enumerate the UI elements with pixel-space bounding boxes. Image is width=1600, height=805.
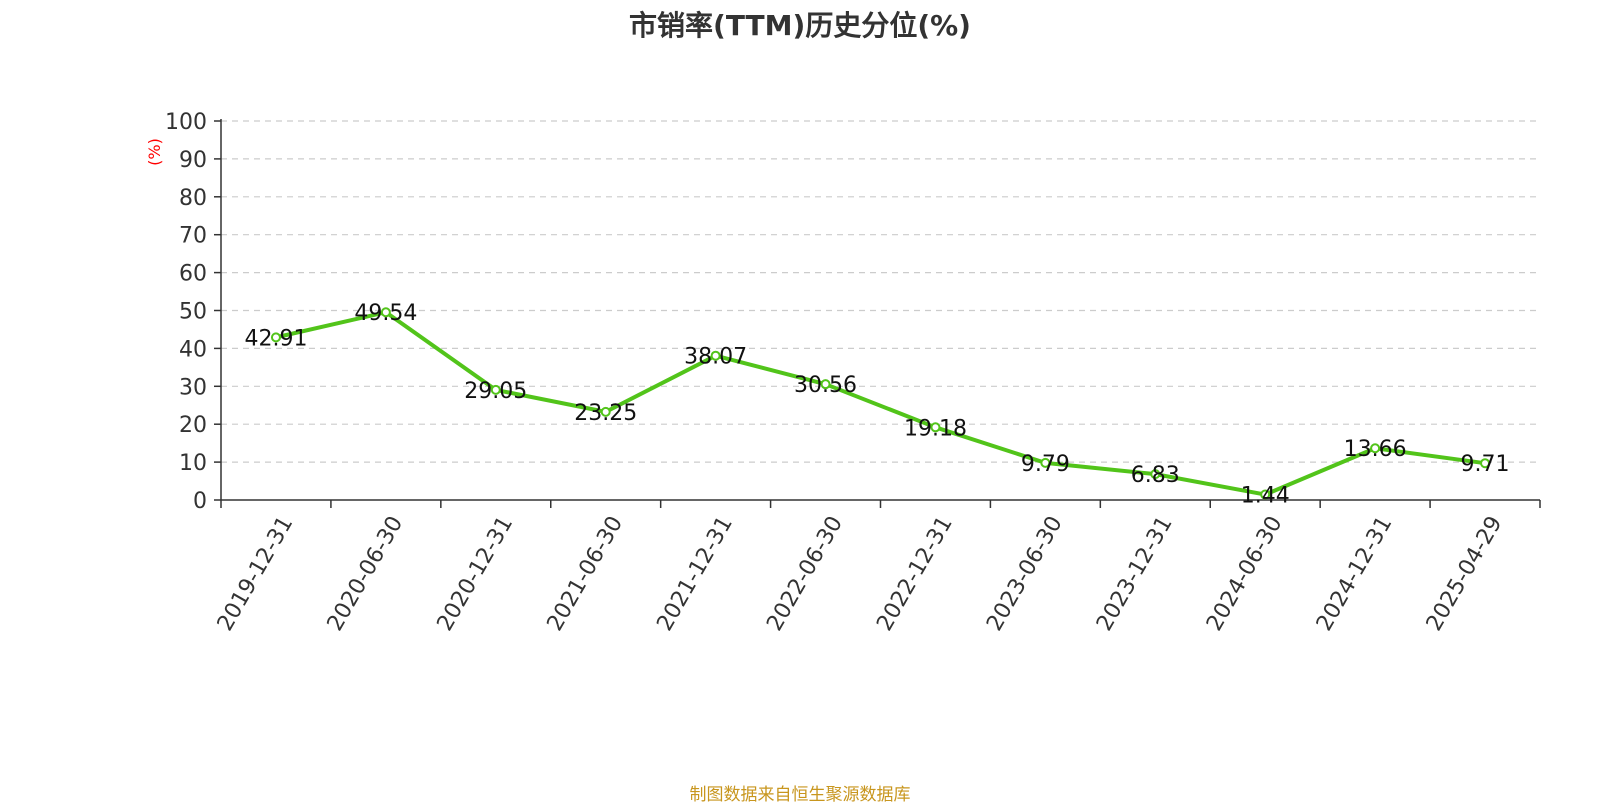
data-point[interactable]	[1260, 489, 1271, 500]
series-line	[275, 310, 1486, 497]
axes	[214, 119, 1541, 508]
data-point[interactable]	[710, 350, 721, 361]
y-tick-labels: 0 10 20 30 40 50 60 70 80 90 100	[165, 110, 207, 514]
y-tick-label: 100	[165, 110, 207, 135]
data-point[interactable]	[1370, 443, 1381, 454]
data-labels: 42.91 49.54 29.05 23.25 38.07 30.56 19.18 9.79 6…	[244, 301, 1509, 508]
data-label: 30.56	[794, 373, 857, 398]
data-point[interactable]	[600, 406, 611, 417]
x-tick-label: 2024-12-31	[1312, 512, 1398, 635]
data-point[interactable]	[930, 422, 941, 433]
data-label: 1.44	[1241, 484, 1290, 509]
data-point[interactable]	[1480, 458, 1491, 469]
series	[270, 307, 1491, 500]
x-tick-label: 2024-06-30	[1202, 512, 1288, 635]
data-label: 6.83	[1131, 463, 1180, 488]
y-tick-label: 60	[179, 262, 207, 287]
data-label: 49.54	[354, 301, 417, 326]
y-tick-label: 20	[179, 413, 207, 438]
y-axis-unit-label: (%)	[145, 138, 164, 166]
data-point[interactable]	[490, 384, 501, 395]
data-source-note: 制图数据来自恒生聚源数据库	[689, 785, 911, 805]
x-tick-label: 2022-06-30	[762, 512, 848, 635]
y-tick-label: 80	[179, 186, 207, 211]
x-tick-labels: 2019-12-31 2020-06-30 2020-12-31 2021-06-30…	[213, 512, 1508, 635]
y-tick-label: 30	[179, 375, 207, 400]
data-point[interactable]	[1150, 469, 1161, 480]
data-point[interactable]	[270, 332, 281, 343]
x-tick-label: 2025-04-29	[1422, 512, 1508, 635]
y-tick-label: 40	[179, 337, 207, 362]
data-label: 9.79	[1021, 452, 1070, 477]
data-point[interactable]	[820, 379, 831, 390]
x-tick-label: 2021-06-30	[542, 512, 628, 635]
x-tick-label: 2020-06-30	[323, 512, 409, 635]
y-tick-label: 90	[179, 148, 207, 173]
data-label: 9.71	[1461, 452, 1510, 477]
x-tick-label: 2021-12-31	[652, 512, 738, 635]
data-label: 29.05	[464, 379, 527, 404]
x-tick-label: 2020-12-31	[433, 512, 519, 635]
grid-lines	[221, 120, 1540, 463]
x-tick-label: 2022-12-31	[872, 512, 958, 635]
data-label: 42.91	[244, 326, 307, 351]
y-tick-label: 10	[179, 451, 207, 476]
data-label: 38.07	[684, 345, 747, 370]
chart-title: 市销率(TTM)历史分位(%)	[629, 9, 971, 42]
data-point[interactable]	[380, 307, 391, 318]
y-tick-label: 70	[179, 224, 207, 249]
x-tick-label: 2023-06-30	[982, 512, 1068, 635]
data-label: 23.25	[574, 401, 637, 426]
data-label: 13.66	[1344, 437, 1407, 462]
x-tick-label: 2019-12-31	[213, 512, 299, 635]
data-label: 19.18	[904, 416, 967, 441]
x-tick-label: 2023-12-31	[1092, 512, 1178, 635]
data-point[interactable]	[1040, 457, 1051, 468]
y-tick-label: 50	[179, 300, 207, 325]
y-tick-label: 0	[193, 489, 207, 514]
